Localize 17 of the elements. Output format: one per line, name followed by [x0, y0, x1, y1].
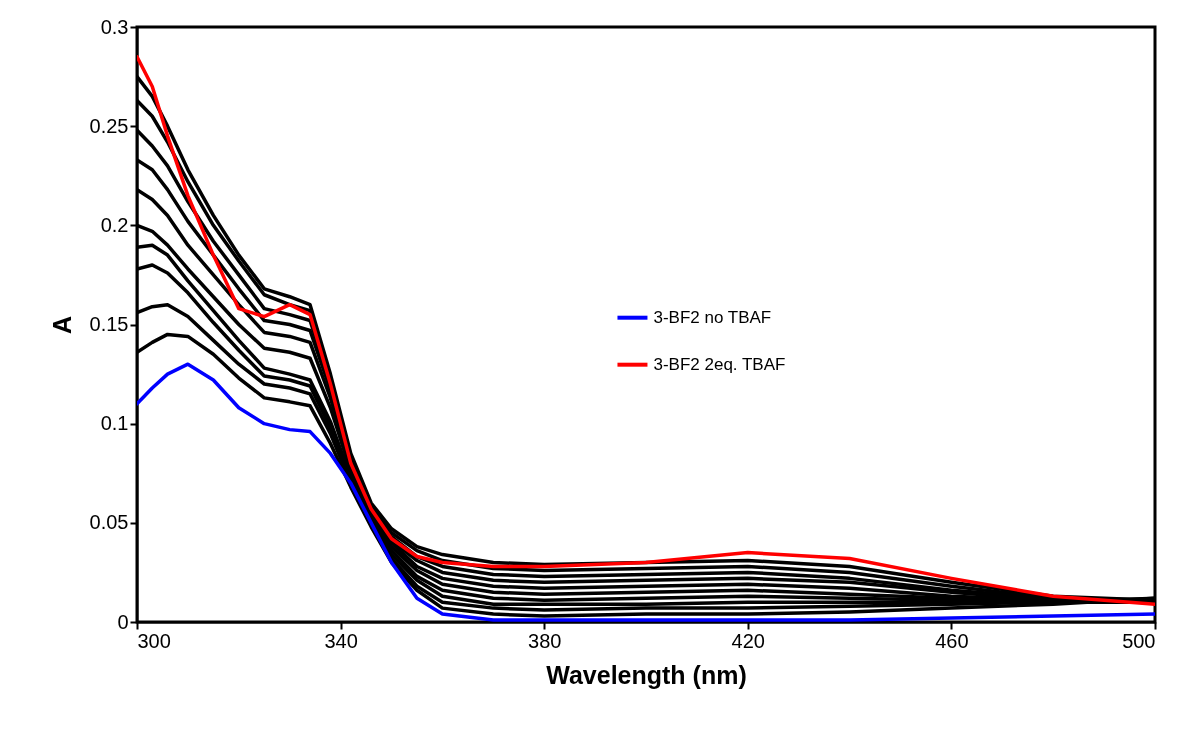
legend-label: 3-BF2 2eq. TBAF — [653, 354, 786, 374]
y-tick-label: 0 — [117, 610, 129, 633]
y-tick-label: 0.2 — [100, 213, 129, 236]
x-tick-label: 340 — [324, 629, 358, 652]
x-tick-label: 500 — [1122, 629, 1156, 652]
y-tick-label: 0.1 — [100, 412, 129, 435]
x-tick-label: 460 — [935, 629, 969, 652]
y-tick-label: 0.25 — [89, 114, 129, 137]
x-tick-label: 300 — [137, 629, 171, 652]
y-axis-title: A — [47, 315, 76, 335]
y-tick-label: 0.05 — [89, 511, 129, 534]
x-tick-label: 380 — [528, 629, 562, 652]
legend-label: 3-BF2 no TBAF — [653, 307, 772, 327]
x-tick-label: 420 — [731, 629, 765, 652]
y-tick-label: 0.15 — [89, 313, 129, 335]
y-tick-label: 0.3 — [100, 15, 129, 38]
x-axis-title: Wavelength (nm) — [546, 660, 747, 689]
